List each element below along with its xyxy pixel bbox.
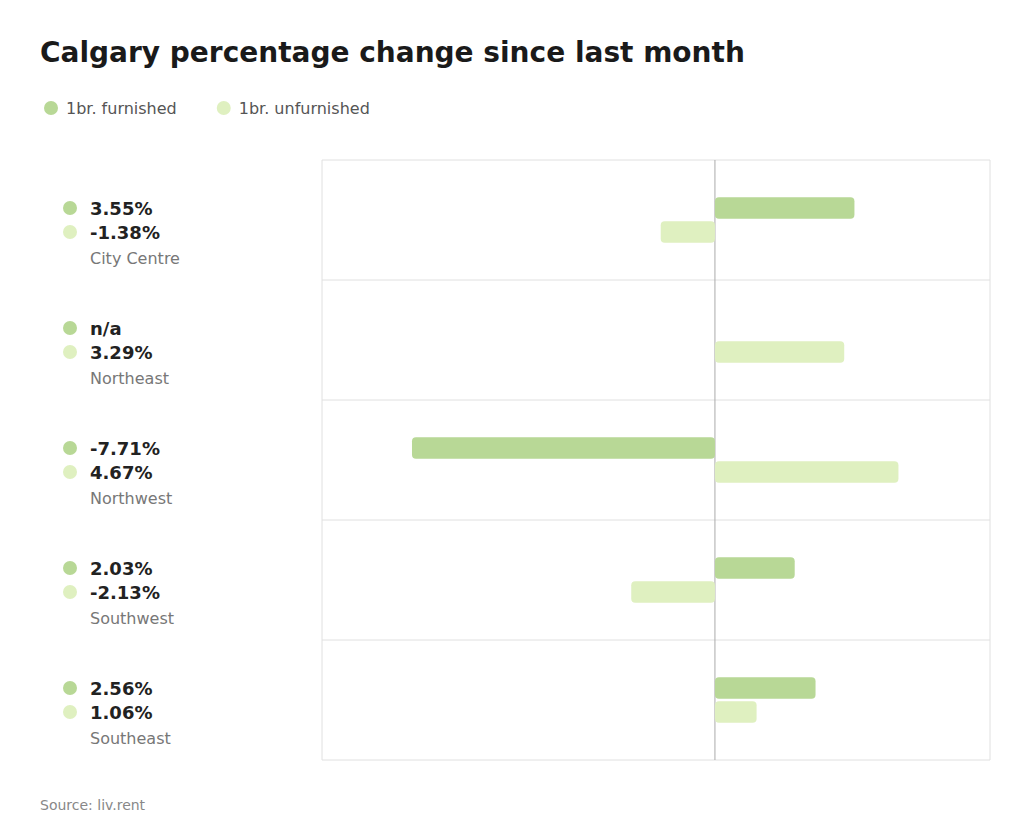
legend-label: 1br. furnished — [66, 99, 177, 118]
bars — [412, 197, 898, 723]
bar — [661, 221, 715, 243]
category-label: Northeast — [90, 369, 169, 388]
value-label: 4.67% — [90, 462, 152, 483]
grid-line — [322, 400, 990, 401]
bar — [715, 461, 899, 483]
label-dot — [63, 561, 77, 575]
label-dot — [63, 321, 77, 335]
axis-line — [990, 160, 991, 760]
label-dot — [63, 705, 77, 719]
value-label: -2.13% — [90, 582, 160, 603]
bar — [412, 437, 715, 459]
value-label: -7.71% — [90, 438, 160, 459]
bar — [715, 677, 816, 699]
labels: 3.55% -1.38% City Centre n/a 3.29% Northeast -… — [63, 198, 180, 748]
zero-line — [714, 160, 715, 760]
grid-line — [322, 760, 990, 761]
background — [0, 0, 1024, 836]
bar — [715, 701, 757, 723]
annotation: Source: liv.rent — [40, 797, 146, 813]
label-dot — [63, 201, 77, 215]
bar — [631, 581, 715, 603]
grid-line — [322, 640, 990, 641]
legend-swatch — [44, 101, 58, 115]
legend-label: 1br. unfurnished — [239, 99, 370, 118]
category-label: Southwest — [90, 609, 174, 628]
bar — [715, 557, 795, 579]
bar — [715, 341, 844, 363]
label-dot — [63, 345, 77, 359]
axis-line — [322, 160, 323, 760]
grid-line — [322, 280, 990, 281]
label-dot — [63, 441, 77, 455]
category-label: City Centre — [90, 249, 180, 268]
title: Calgary percentage change since last mon… — [40, 36, 745, 69]
value-label: 3.55% — [90, 198, 152, 219]
legend: 1br. furnished 1br. unfurnished — [44, 99, 370, 118]
label-dot — [63, 465, 77, 479]
value-label: 2.03% — [90, 558, 152, 579]
legend-swatch — [217, 101, 231, 115]
grid-line — [322, 160, 990, 161]
category-label: Northwest — [90, 489, 172, 508]
grid-line — [322, 520, 990, 521]
value-label: 2.56% — [90, 678, 152, 699]
category-label: Southeast — [90, 729, 171, 748]
bar — [715, 197, 854, 219]
value-label: 3.29% — [90, 342, 152, 363]
value-label: 1.06% — [90, 702, 152, 723]
value-label: n/a — [90, 318, 122, 339]
label-dot — [63, 225, 77, 239]
value-label: -1.38% — [90, 222, 160, 243]
label-dot — [63, 585, 77, 599]
label-dot — [63, 681, 77, 695]
